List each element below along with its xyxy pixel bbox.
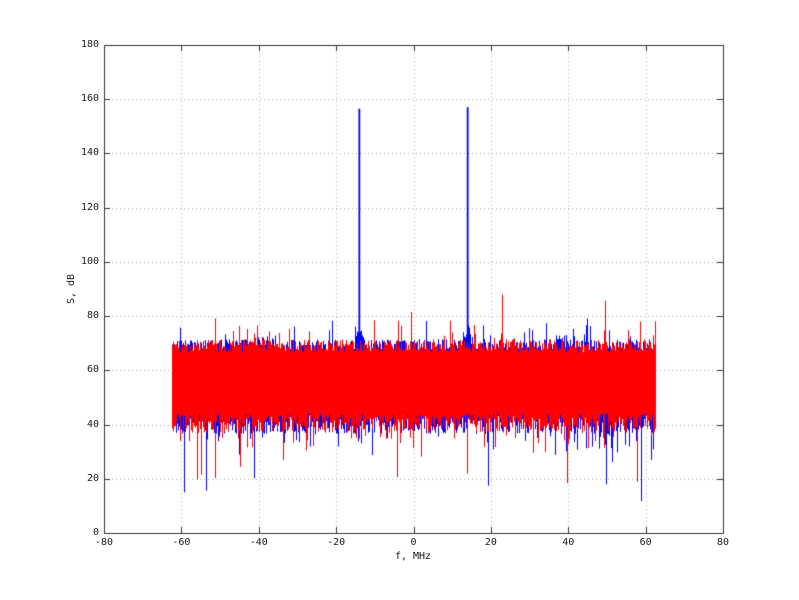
y-tick-label: 80 — [86, 310, 99, 322]
x-tick-label: 40 — [562, 537, 575, 548]
x-tick-label: -20 — [327, 537, 346, 548]
x-tick-label: -40 — [249, 537, 268, 548]
y-tick-label: 120 — [80, 201, 99, 213]
y-tick-label: 160 — [80, 93, 99, 105]
y-tick-label: 0 — [92, 527, 99, 538]
x-tick-label: 0 — [410, 537, 417, 548]
y-tick-label: 20 — [86, 472, 99, 484]
x-tick-label: -80 — [94, 537, 114, 548]
x-axis-label: f, MHz — [394, 551, 432, 562]
y-tick-label: 40 — [86, 418, 99, 430]
y-tick-label: 100 — [80, 255, 99, 267]
x-tick-label: 20 — [484, 537, 497, 548]
y-tick-label: 140 — [80, 147, 99, 159]
y-tick-label: 60 — [86, 364, 99, 376]
y-tick-label: 180 — [80, 39, 99, 50]
x-tick-label: 60 — [639, 537, 652, 548]
x-tick-label: 80 — [716, 537, 730, 548]
x-tick-label: -60 — [172, 537, 191, 548]
